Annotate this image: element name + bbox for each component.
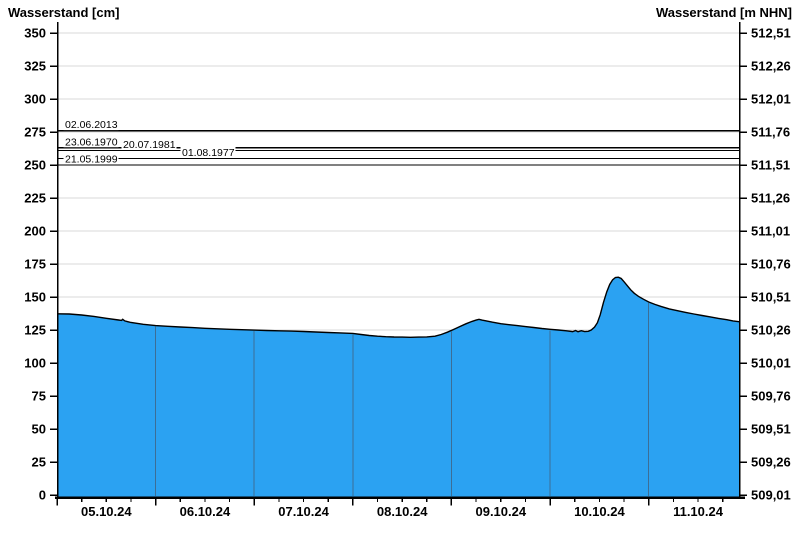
y-tick-label-left: 250 — [24, 158, 46, 173]
y-tick-label-right: 511,01 — [751, 224, 790, 239]
right-axis-title: Wasserstand [m NHN] — [656, 5, 792, 20]
y-tick-label-left: 150 — [24, 290, 46, 305]
y-tick-label-left: 200 — [24, 224, 46, 239]
y-tick-label-left: 0 — [39, 488, 46, 503]
reference-lines: 02.06.2013 23.06.1970 20.07.1981 01.08.1977… — [57, 118, 740, 166]
left-axis-title: Wasserstand [cm] — [8, 5, 120, 20]
y-tick-label-right: 512,51 — [751, 26, 791, 41]
reference-label: 01.08.1977 — [182, 147, 235, 159]
day-boundary-lines — [155, 303, 650, 496]
curve-line — [56, 276, 741, 339]
y-tick-label-left: 125 — [24, 323, 46, 338]
axes: 3503253002752502252001751501251007550250… — [24, 22, 791, 519]
x-tick-label: 09.10.24 — [475, 504, 526, 519]
reference-label: 20.07.1981 — [123, 139, 176, 151]
y-tick-label-right: 509,26 — [751, 455, 791, 470]
x-tick-label: 08.10.24 — [377, 504, 428, 519]
y-tick-label-right: 511,76 — [751, 125, 790, 140]
y-tick-label-left: 100 — [24, 356, 46, 371]
reference-label: 23.06.1970 — [65, 136, 118, 148]
reference-label: 21.05.1999 — [65, 154, 118, 166]
y-tick-label-left: 275 — [24, 125, 46, 140]
water-level-curve — [56, 276, 741, 339]
y-tick-label-right: 509,76 — [751, 389, 791, 404]
y-tick-label-left: 225 — [24, 191, 46, 206]
reference-label-bg — [63, 153, 119, 165]
y-tick-label-right: 511,26 — [751, 191, 790, 206]
y-tick-label-right: 510,76 — [751, 257, 791, 272]
x-tick-label: 05.10.24 — [81, 504, 132, 519]
y-tick-label-right: 510,01 — [751, 356, 791, 371]
y-tick-label-left: 175 — [24, 257, 46, 272]
y-tick-label-left: 25 — [32, 455, 46, 470]
x-tick-label: 10.10.24 — [574, 504, 625, 519]
y-tick-label-left: 300 — [24, 92, 46, 107]
y-tick-label-left: 325 — [24, 59, 46, 74]
water-level-area — [57, 277, 740, 497]
x-tick-label: 06.10.24 — [180, 504, 231, 519]
x-tick-label: 07.10.24 — [278, 504, 329, 519]
y-tick-label-right: 510,51 — [751, 290, 791, 305]
y-tick-label-right: 512,01 — [751, 92, 791, 107]
y-tick-label-right: 509,51 — [751, 422, 791, 437]
y-tick-label-right: 509,01 — [751, 488, 791, 503]
area-fill — [57, 277, 740, 497]
y-tick-label-left: 50 — [32, 422, 46, 437]
reference-label-bg — [63, 118, 119, 131]
y-tick-label-right: 511,51 — [751, 158, 790, 173]
reference-label: 02.06.2013 — [65, 119, 118, 131]
y-tick-label-left: 350 — [24, 26, 46, 41]
reference-label-bg — [63, 135, 119, 148]
y-tick-label-right: 512,26 — [751, 59, 791, 74]
y-tick-label-left: 75 — [32, 389, 46, 404]
reference-label-bg — [121, 138, 177, 150]
reference-label-bg — [180, 146, 236, 158]
x-tick-label: 11.10.24 — [673, 504, 724, 519]
y-tick-label-right: 510,26 — [751, 323, 791, 338]
